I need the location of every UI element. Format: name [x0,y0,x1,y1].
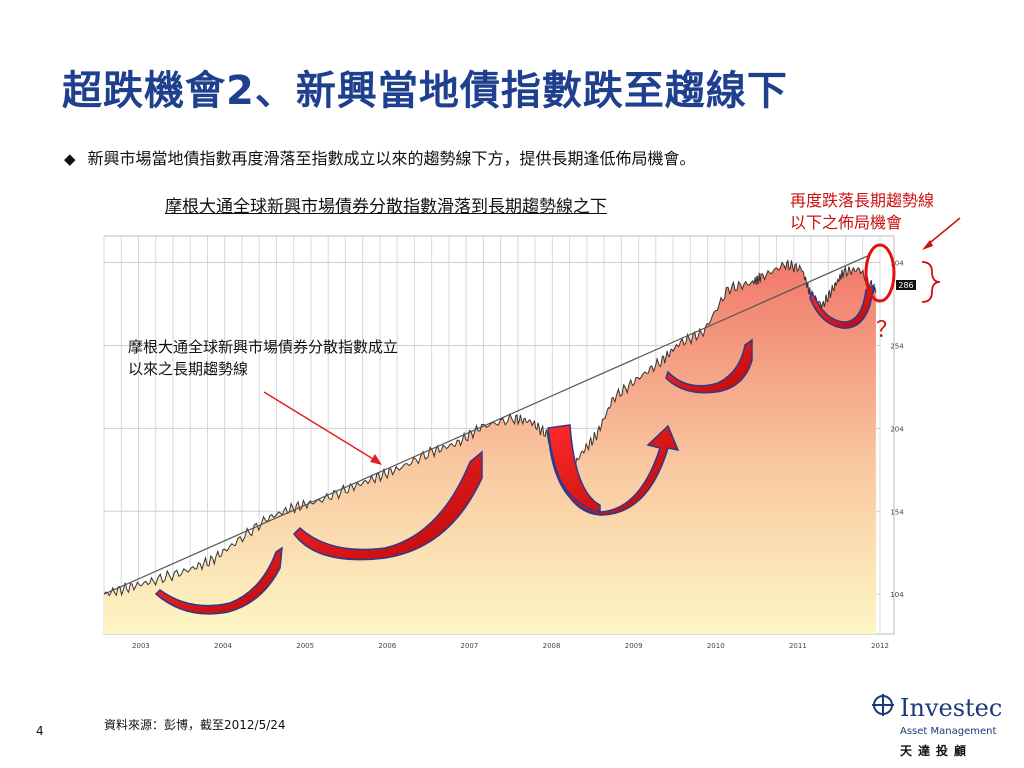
opportunity-note-line2: 以下之佈局機會 [790,213,903,232]
rebound-arrow-2 [293,450,483,561]
source-note: 資料來源：彭博，截至2012/5/24 [104,718,286,732]
x-tick-label: 2012 [871,642,889,650]
index-area [104,260,876,634]
rebound-arrow-1 [154,546,283,615]
investec-zebra-icon [872,694,894,716]
current-value-label: 286 [898,281,913,290]
trendline-note-line2: 以來之長期趨勢線 [128,360,249,378]
current-level-circle [864,243,896,303]
y-tick-label: 304 [890,260,904,268]
trend-note-pointer [263,391,379,463]
x-tick-label: 2011 [789,642,807,650]
x-tick-label: 2005 [296,642,314,650]
question-mark: ？ [876,318,899,343]
diamond-bullet-icon: ◆ [64,150,76,168]
page-number: 4 [36,724,44,738]
rebound-arrow-3 [547,424,680,516]
x-tick-label: 2009 [625,642,643,650]
trendline-note-line1: 摩根大通全球新興市場債券分散指數成立 [128,338,399,356]
y-tick-label: 154 [890,508,904,516]
y-tick-label: 204 [890,425,904,433]
logo-brand: Investec [900,694,1003,722]
x-tick-label: 2007 [461,642,479,650]
bullet-text: 新興市場當地債指數再度滑落至指數成立以來的趨勢線下方，提供長期逢低佈局機會。 [87,149,696,168]
company-logo: Investec Asset Management 天達投顧 [872,692,1012,762]
x-tick-label: 2010 [707,642,725,650]
x-tick-label: 2003 [132,642,150,650]
chart-heading: 摩根大通全球新興市場債券分散指數滑落到長期趨勢線之下 [165,197,607,217]
trendline-note: 摩根大通全球新興市場債券分散指數成立 以來之長期趨勢線 [128,336,398,380]
logo-chinese: 天達投顧 [900,744,973,758]
trend-note-pointer-head [370,454,382,465]
note-pointer-head [922,240,933,250]
opportunity-note-line1: 再度跌落長期趨勢線 [790,191,935,210]
rebound-arrows [154,283,876,615]
long-term-trendline [103,255,868,595]
y-tick-label: 104 [890,591,904,599]
x-tick-label: 2004 [214,642,232,650]
bracket-icon [921,261,941,303]
y-axis-ticks: 104 154 204 254 304 [890,260,904,600]
x-tick-label: 2006 [378,642,396,650]
logo-subtitle: Asset Management [900,726,997,737]
x-tick-label: 2008 [543,642,561,650]
note-pointer [925,217,961,247]
rebound-arrow-4 [665,338,753,394]
x-axis-ticks: 2003 2004 2005 2006 2007 2008 2009 2010 2011 2012 [132,642,889,650]
current-value-tag [896,280,916,290]
slide-title: 超跌機會2、新興當地債指數跌至趨線下 [62,68,788,114]
y-tick-label: 254 [890,342,904,350]
opportunity-note: 再度跌落長期趨勢線 以下之佈局機會 [790,190,934,234]
bullet-point: ◆ 新興市場當地債指數再度滑落至指數成立以來的趨勢線下方，提供長期逢低佈局機會。 [64,145,696,169]
